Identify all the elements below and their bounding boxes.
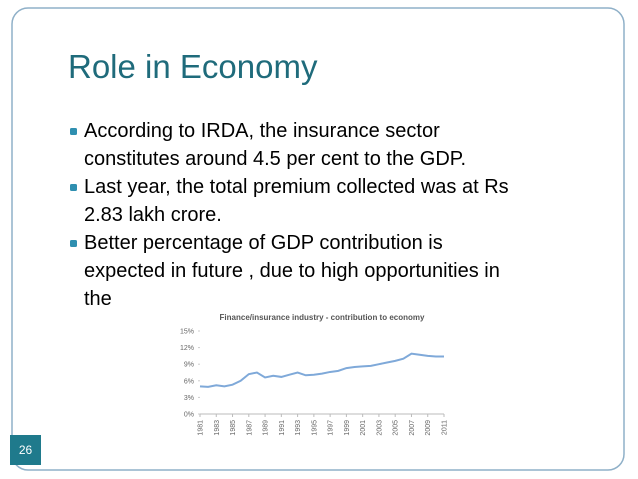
y-tick-label: 6% [184,378,194,385]
data-line [199,352,444,388]
x-tick-label: 2003 [376,420,383,436]
x-tick-label: 1987 [246,420,253,436]
page-number-box [10,435,41,465]
slide-border [11,7,625,471]
x-tick-label: 2001 [360,420,367,436]
bullet-text: 2.83 lakh crore. [84,204,222,226]
x-tick-label: 1991 [279,420,286,436]
y-tick-label: 3% [184,395,194,402]
bullet-text: According to IRDA, the insurance sector [84,120,440,142]
bullet-marker [70,240,77,247]
x-tick-label: 1985 [230,420,237,436]
x-tick-label: 1999 [344,420,351,436]
x-tick-label: 1995 [311,420,318,436]
y-tick-label: 0% [184,412,194,419]
bullet-text: the [84,288,112,310]
slide-title: Role in Economy [68,48,318,85]
x-tick-label: 2009 [425,420,432,436]
chart: Finance/insurance industry - contributio… [180,313,449,436]
y-tick-label: 9% [184,362,194,369]
x-tick-label: 1983 [214,420,221,436]
bullet-list: According to IRDA, the insurance sector c… [70,120,509,310]
chart-title: Finance/insurance industry - contributio… [220,313,425,322]
x-tick-label: 2005 [393,420,400,436]
y-tick-label: 15% [180,329,194,336]
x-tick-label: 1997 [328,420,335,436]
bullet-text: expected in future , due to high opportu… [84,260,500,282]
bullet-marker [70,184,77,191]
bullet-text: Last year, the total premium collected w… [84,176,509,198]
y-tick-label: 12% [180,345,194,352]
bullet-marker [70,128,77,135]
page-number: 26 [19,443,33,457]
x-tick-label: 1993 [295,420,302,436]
x-tick-label: 2011 [442,420,449,435]
x-tick-label: 1989 [263,420,270,436]
x-tick-label: 1981 [198,420,205,436]
bullet-text: constitutes around 4.5 per cent to the G… [84,148,466,170]
bullet-text: Better percentage of GDP contribution is [84,232,443,254]
x-tick-label: 2007 [409,420,416,436]
